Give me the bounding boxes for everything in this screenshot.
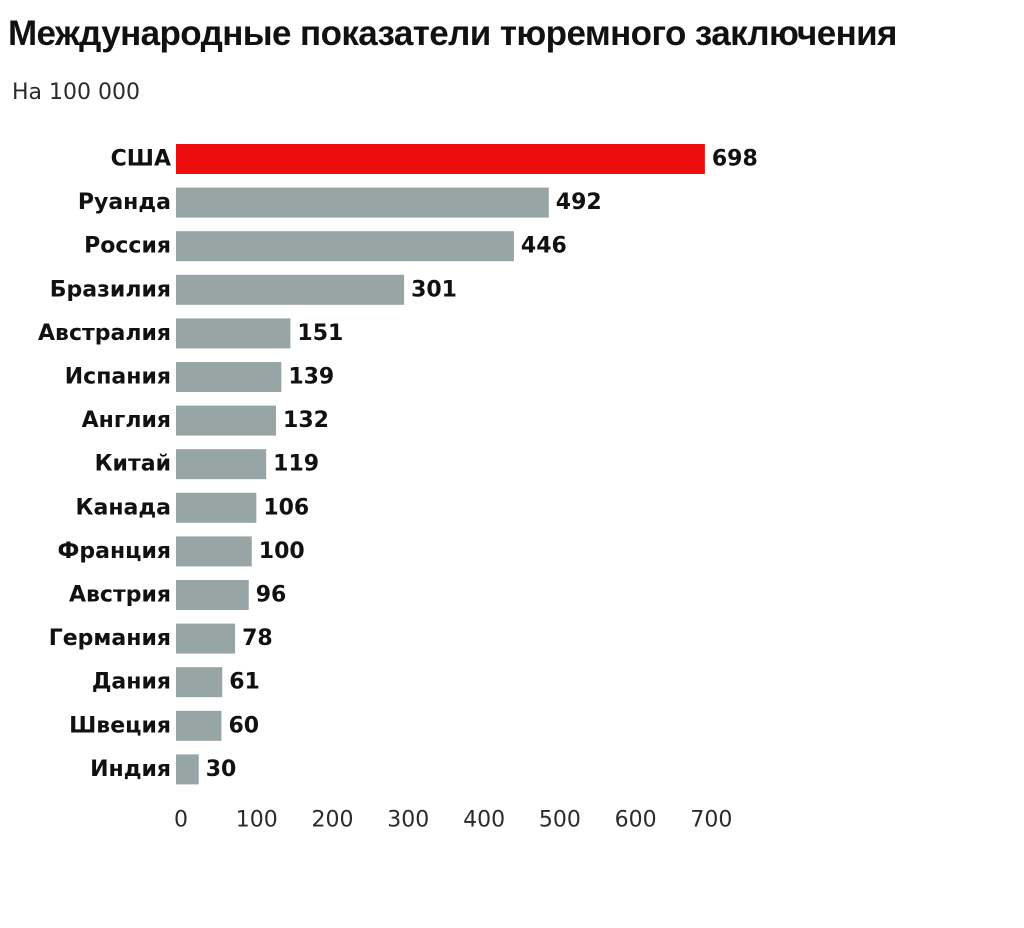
category-label: Франция: [58, 539, 171, 564]
category-label: Австралия: [38, 321, 171, 346]
bar-5: [176, 362, 282, 392]
bar-3: [176, 274, 405, 305]
bar-14: [176, 754, 199, 785]
x-tick-label: 700: [690, 808, 732, 831]
category-label: Россия: [84, 234, 171, 259]
bar-9: [176, 536, 252, 567]
x-tick-label: 400: [463, 808, 505, 831]
value-label: 132: [283, 408, 329, 433]
bars-group: [176, 144, 705, 785]
value-label: 106: [263, 495, 309, 520]
category-label: Англия: [82, 408, 171, 433]
value-label: 151: [297, 321, 343, 346]
category-labels-group: США Руанда Россия Бразилия Австралия Испания А…: [38, 147, 171, 782]
value-label: 119: [273, 452, 319, 477]
value-label: 61: [229, 670, 260, 695]
category-label: Канада: [76, 495, 172, 520]
bar-chart: США Руанда Россия Бразилия Австралия Испания А…: [38, 144, 758, 831]
value-label: 492: [556, 190, 602, 215]
category-label: Руанда: [78, 190, 171, 215]
value-label: 96: [256, 583, 287, 608]
category-label: Дания: [92, 670, 171, 695]
x-tick-label: 500: [539, 808, 581, 831]
category-label: США: [111, 147, 171, 172]
value-labels-group: 698 492 446 301 151 139 132 119 106 100 96 78 61 60 30: [206, 147, 758, 782]
category-label: Испания: [65, 365, 171, 390]
category-label: Китай: [95, 452, 171, 477]
bar-1: [176, 187, 549, 218]
bar-0: [176, 144, 705, 174]
category-label: Бразилия: [50, 277, 171, 302]
value-label: 78: [242, 626, 273, 651]
bar-7: [176, 449, 267, 480]
x-tick-label: 600: [615, 808, 657, 831]
bar-12: [176, 667, 223, 698]
category-label: Германия: [49, 626, 171, 651]
chart-title: Международные показатели тюремного заклю…: [8, 14, 897, 53]
chart-subtitle: На 100 000: [12, 80, 140, 105]
value-label: 30: [206, 757, 237, 782]
bar-13: [176, 710, 222, 741]
category-label: Австрия: [69, 583, 171, 608]
category-label: Индия: [90, 757, 171, 782]
bar-10: [176, 580, 249, 610]
x-tick-label: 100: [236, 808, 278, 831]
x-tick-label: 300: [387, 808, 429, 831]
value-label: 60: [228, 713, 259, 738]
value-label: 698: [712, 147, 758, 172]
bar-2: [176, 231, 514, 262]
bar-4: [176, 318, 291, 349]
x-axis-ticks-group: 0 100 200 300 400 500 600 700: [174, 808, 732, 831]
value-label: 301: [411, 277, 457, 302]
category-label: Швеция: [69, 713, 171, 738]
value-label: 446: [521, 234, 567, 259]
value-label: 139: [288, 365, 334, 390]
x-tick-label: 0: [174, 808, 188, 831]
value-label: 100: [259, 539, 305, 564]
bar-11: [176, 623, 236, 654]
bar-6: [176, 405, 277, 436]
bar-8: [176, 492, 257, 523]
x-tick-label: 200: [312, 808, 354, 831]
